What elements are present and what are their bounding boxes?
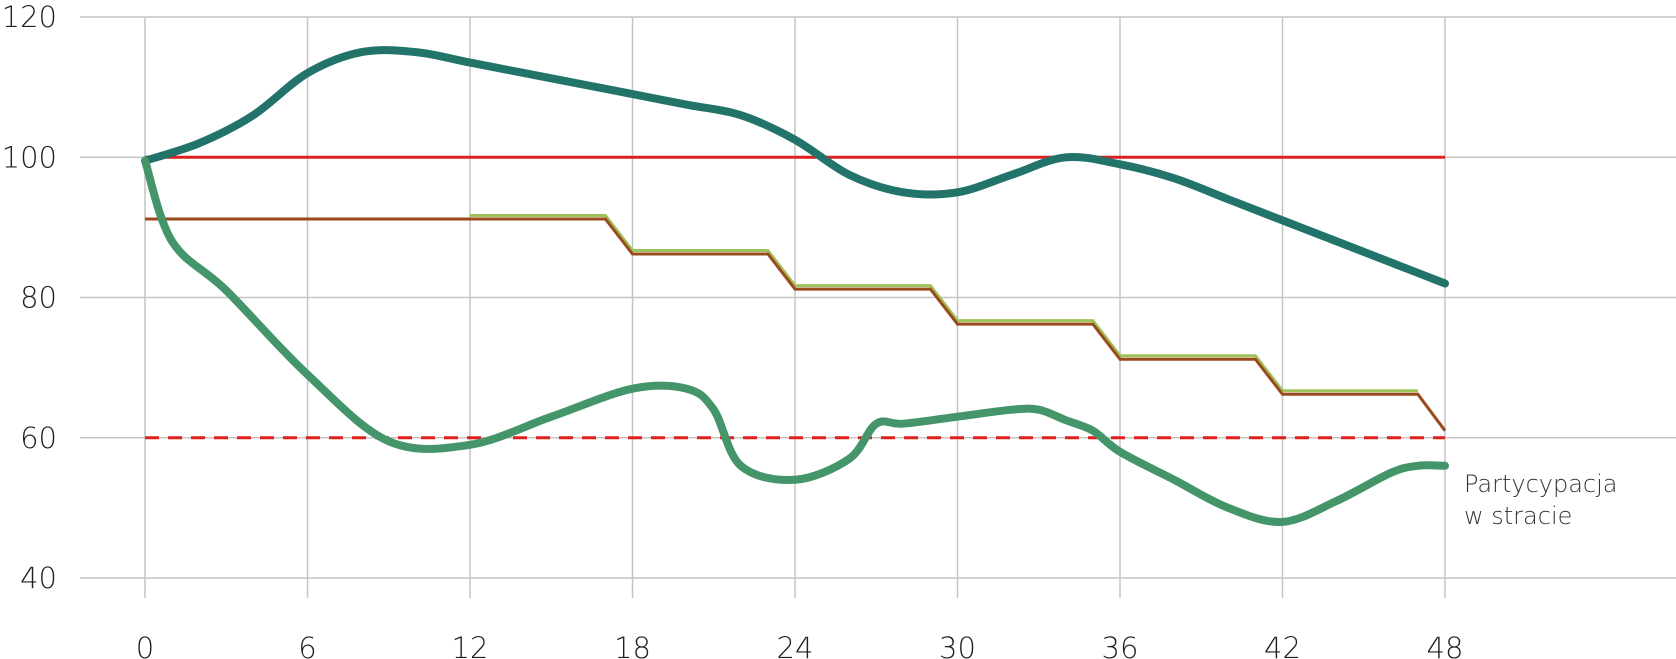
y-tick-label: 100 <box>2 140 57 174</box>
y-tick-label: 120 <box>2 0 57 34</box>
x-tick-label: 6 <box>298 631 316 659</box>
x-tick-label: 18 <box>614 631 651 659</box>
annotation-line: w stracie <box>1464 502 1572 530</box>
x-tick-label: 42 <box>1264 631 1301 659</box>
series-upper-step-level-line <box>470 214 1418 393</box>
x-tick-label: 12 <box>452 631 489 659</box>
x-tick-label: 36 <box>1102 631 1139 659</box>
data-series <box>141 46 1449 526</box>
annotations: Partycypacja w stracie <box>1464 470 1618 530</box>
x-tick-label: 30 <box>939 631 976 659</box>
y-tick-label: 80 <box>20 281 57 315</box>
x-tick-label: 48 <box>1427 631 1464 659</box>
y-tick-label: 40 <box>20 561 57 595</box>
series-lower-step-level-line <box>145 217 1447 432</box>
series-upper-path-line <box>141 46 1449 288</box>
series-lower-path-line <box>141 156 1449 526</box>
annotation-line: Partycypacja <box>1464 470 1618 498</box>
grid <box>80 16 1676 598</box>
y-tick-label: 60 <box>20 421 57 455</box>
x-tick-label: 0 <box>136 631 154 659</box>
annotation-label: Partycypacja w stracie <box>1464 470 1618 530</box>
x-tick-label: 24 <box>777 631 814 659</box>
axis-tick-labels: 40 60 80 100 120 0 6 12 18 24 30 36 42 48 <box>2 0 1464 659</box>
reference-lines <box>145 155 1445 440</box>
